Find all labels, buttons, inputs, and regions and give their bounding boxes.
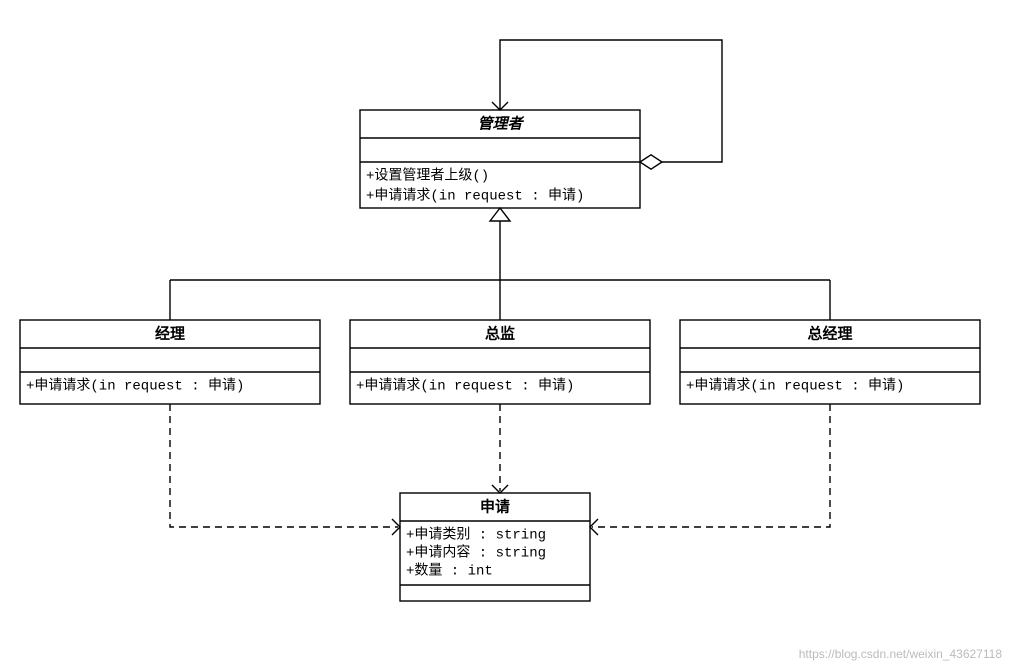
class-shenqing-attr-1: +申请内容 : string <box>406 544 546 562</box>
class-zongjingli-title: 总经理 <box>807 324 852 342</box>
class-jingli-op-0: +申请请求(in request : 申请) <box>26 378 244 395</box>
class-zongjingli-op-0: +申请请求(in request : 申请) <box>686 378 904 395</box>
class-jingli-title: 经理 <box>155 324 185 342</box>
class-shenqing-title: 申请 <box>480 497 510 515</box>
class-zongjian-title: 总监 <box>485 324 515 342</box>
class-jingli: 经理 +申请请求(in request : 申请) <box>20 320 320 404</box>
dep-jingli-shenqing <box>170 404 398 527</box>
class-shenqing-attr-0: +申请类别 : string <box>406 527 546 544</box>
class-shenqing-attr-2: +数量 : int <box>406 563 493 580</box>
dep-zongjingli-shenqing <box>592 404 830 527</box>
class-manager: 管理者 +设置管理者上级() +申请请求(in request : 申请) <box>360 110 640 208</box>
class-manager-op-0: +设置管理者上级() <box>366 168 489 185</box>
watermark: https://blog.csdn.net/weixin_43627118 <box>799 647 1003 661</box>
class-shenqing: 申请 +申请类别 : string+申请内容 : string+数量 : int <box>400 493 590 601</box>
class-zongjian-op-0: +申请请求(in request : 申请) <box>356 378 574 395</box>
class-zongjingli: 总经理 +申请请求(in request : 申请) <box>680 320 980 404</box>
class-manager-op-1: +申请请求(in request : 申请) <box>366 188 584 205</box>
class-manager-title: 管理者 <box>477 115 524 132</box>
class-zongjian: 总监 +申请请求(in request : 申请) <box>350 320 650 404</box>
